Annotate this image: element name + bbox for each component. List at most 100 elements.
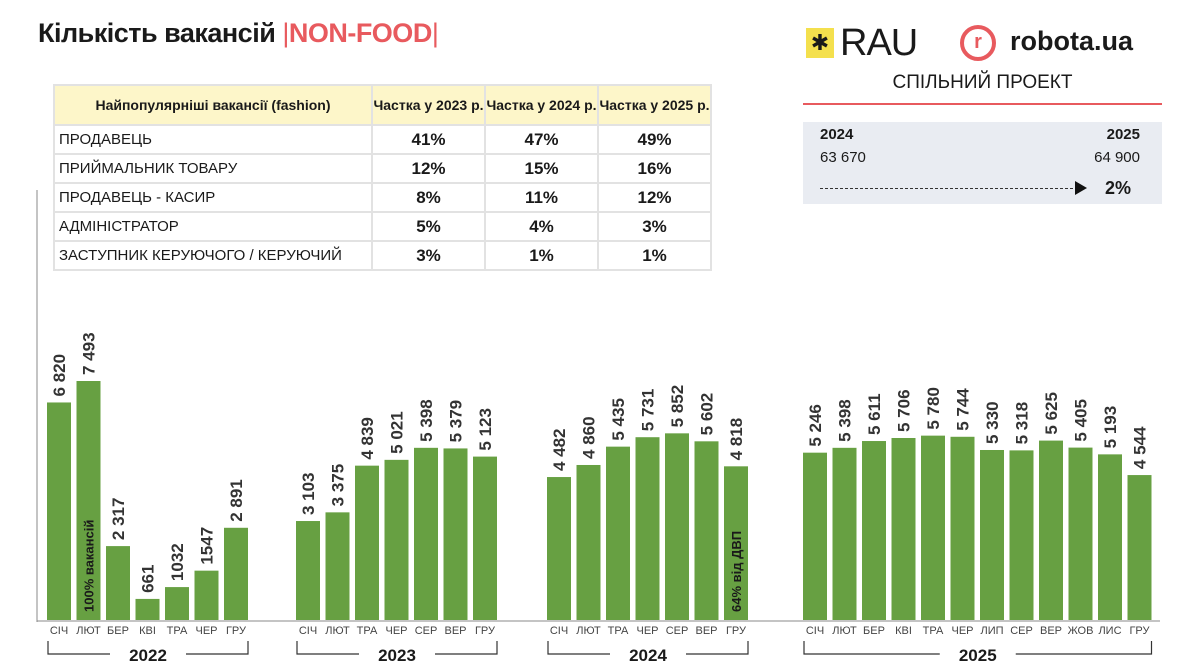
rau-star-icon: ✱ xyxy=(806,28,834,58)
share-cell: 5% xyxy=(371,211,486,242)
bar xyxy=(606,446,630,620)
summary-value-from: 63 670 xyxy=(820,149,866,166)
bar-annotation: 100% вакансій xyxy=(82,520,97,612)
table-header: Частка у 2023 р. xyxy=(371,84,486,126)
table-row: ПРОДАВЕЦЬ - КАСИР 8% 11% 12% xyxy=(53,182,712,213)
share-cell: 3% xyxy=(371,240,486,271)
divider xyxy=(803,103,1162,105)
bar xyxy=(980,449,1004,620)
summary-value-to: 64 900 xyxy=(1094,149,1140,166)
table-header: Найпопулярніші вакансії (fashion) xyxy=(53,84,373,126)
bar xyxy=(165,587,189,620)
bar xyxy=(891,437,916,620)
bar-value-label: 5 246 xyxy=(806,404,825,447)
bar-value-label: 4 544 xyxy=(1131,426,1150,469)
vacancy-name-cell: ЗАСТУПНИК КЕРУЮЧОГО / КЕРУЮЧИЙ xyxy=(53,240,373,271)
bar-value-label: 5 852 xyxy=(668,385,687,428)
month-label: ТРА xyxy=(923,625,944,637)
month-label: ЖОВ xyxy=(1068,625,1094,637)
bar-value-label: 2 317 xyxy=(109,498,128,541)
year-label: 2024 xyxy=(629,646,667,665)
bar-value-label: 5 780 xyxy=(924,387,943,430)
bar-value-label: 5 193 xyxy=(1101,406,1120,449)
month-label: ТРА xyxy=(608,625,629,637)
page-title: Кількість вакансій |NON-FOOD| xyxy=(38,18,439,49)
month-label: СЕР xyxy=(1010,625,1033,637)
bar xyxy=(47,402,71,620)
bar-value-label: 1547 xyxy=(198,527,217,565)
table-header: Частка у 2024 р. xyxy=(484,84,599,126)
year-label: 2025 xyxy=(959,646,997,665)
bar xyxy=(1127,475,1152,620)
month-label: ЧЕР xyxy=(636,625,658,637)
bar xyxy=(296,521,320,620)
bar-value-label: 4 860 xyxy=(580,416,599,459)
bar-value-label: 3 375 xyxy=(329,464,348,507)
table-row: АДМІНІСТРАТОР 5% 4% 3% xyxy=(53,211,712,242)
bar-value-label: 5 611 xyxy=(865,393,884,435)
title-category: NON-FOOD xyxy=(288,18,432,48)
summary-year-to: 2025 xyxy=(1106,126,1140,143)
bar xyxy=(1068,447,1093,620)
vacancy-name-cell: ПРОДАВЕЦЬ xyxy=(53,124,373,155)
year-bracket xyxy=(803,641,1153,655)
month-label: ЧЕР xyxy=(385,625,407,637)
bar-value-label: 5 435 xyxy=(609,398,628,441)
title-separator-end: | xyxy=(431,18,439,48)
bar xyxy=(1039,440,1063,620)
share-cell: 3% xyxy=(597,211,712,242)
share-cell: 1% xyxy=(484,240,599,271)
month-label: ВЕР xyxy=(695,625,717,637)
year-bracket xyxy=(47,641,249,655)
table-row: ПРИЙМАЛЬНИК ТОВАРУ 12% 15% 16% xyxy=(53,153,712,184)
summary-year-from: 2024 xyxy=(820,126,854,143)
bar xyxy=(803,452,827,620)
vacancy-name-cell: АДМІНІСТРАТОР xyxy=(53,211,373,242)
bar xyxy=(224,527,248,620)
bar-value-label: 5 021 xyxy=(388,411,407,454)
share-cell: 1% xyxy=(597,240,712,271)
month-label: ГРУ xyxy=(475,625,496,637)
share-cell: 15% xyxy=(484,153,599,184)
month-label: ЧЕР xyxy=(195,625,217,637)
month-label: ЛЮТ xyxy=(76,625,101,637)
bar-value-label: 5 123 xyxy=(476,408,495,451)
share-cell: 41% xyxy=(371,124,486,155)
bar xyxy=(665,433,689,620)
arrow-head-icon xyxy=(1075,181,1087,195)
bar xyxy=(921,435,945,620)
bar xyxy=(76,381,101,620)
bar-value-label: 4 839 xyxy=(358,417,377,460)
robota-logo: robota.ua xyxy=(1010,26,1134,56)
share-cell: 12% xyxy=(371,153,486,184)
bar-value-label: 5 731 xyxy=(639,389,658,432)
month-label: ЛЮТ xyxy=(325,625,350,637)
share-cell: 47% xyxy=(484,124,599,155)
share-cell: 11% xyxy=(484,182,599,213)
bar xyxy=(832,447,857,620)
month-label: ВЕР xyxy=(444,625,466,637)
month-label: ГРУ xyxy=(1129,625,1150,637)
year-bracket xyxy=(547,641,749,655)
bar xyxy=(194,570,219,620)
bar xyxy=(547,477,571,620)
title-text: Кількість вакансій xyxy=(38,18,276,48)
bar-value-label: 1032 xyxy=(168,543,187,581)
month-label: ЛЮТ xyxy=(832,625,857,637)
month-label: ЛИС xyxy=(1098,625,1121,637)
bar xyxy=(106,546,130,620)
summary-change: 2% xyxy=(1105,178,1132,198)
table-row: ПРОДАВЕЦЬ 41% 47% 49% xyxy=(53,124,712,155)
bar-value-label: 4 818 xyxy=(727,418,746,461)
bar-value-label: 7 493 xyxy=(80,332,99,375)
table-row: ЗАСТУПНИК КЕРУЮЧОГО / КЕРУЮЧИЙ 3% 1% 1% xyxy=(53,240,712,271)
bar xyxy=(635,437,660,620)
bar-value-label: 5 379 xyxy=(447,400,466,443)
joint-project-label: СПІЛЬНИЙ ПРОЕКТ xyxy=(892,72,1073,93)
bar xyxy=(1009,450,1034,620)
table-header: Частка у 2025 р. xyxy=(597,84,712,126)
bar-value-label: 5 706 xyxy=(895,389,914,432)
bar-value-label: 5 405 xyxy=(1072,399,1091,442)
month-label: ЧЕР xyxy=(951,625,973,637)
month-label: КВІ xyxy=(895,625,912,637)
